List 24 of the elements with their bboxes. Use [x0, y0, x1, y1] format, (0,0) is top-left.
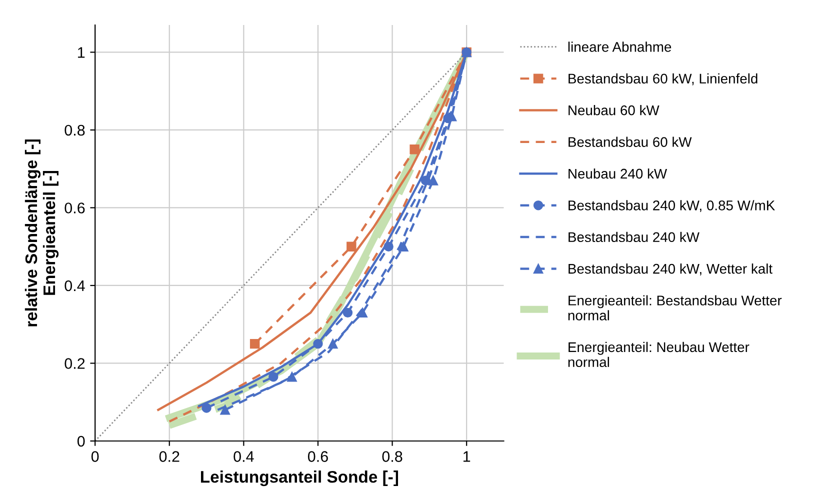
y-axis-title: relative Sondenlänge [-] Energieanteil [-]	[24, 139, 59, 326]
y-tick-label: 0.6	[64, 202, 85, 214]
x-tick-label: 0.8	[382, 451, 402, 462]
legend-label: Bestandsbau 60 kW, Linienfeld	[568, 73, 758, 86]
legend-label: Energieanteil: Bestandsbau Wetter normal	[568, 295, 782, 320]
legend-label: Bestandsbau 60 kW	[568, 136, 692, 147]
y-tick-label: 0	[77, 436, 85, 447]
x-tick-label: 0.6	[308, 451, 328, 462]
legend-label: Bestandsbau 240 kW	[568, 232, 700, 242]
legend-label: Bestandsbau 240 kW, 0.85 W/mK	[568, 200, 775, 212]
legend-label: lineare Abnahme	[568, 42, 672, 52]
y-tick-label: 0.4	[64, 280, 85, 292]
legend-label: Neubau 60 kW	[568, 105, 660, 116]
x-axis-title: Leistungsanteil Sonde [-]	[200, 470, 398, 486]
legend-label: Energieanteil: Neubau Wetter normal	[568, 342, 750, 368]
y-tick-label: 0.8	[64, 124, 85, 136]
x-tick-label: 0.2	[159, 451, 180, 462]
x-tick-label: 0.4	[234, 451, 254, 462]
legend-label: Bestandsbau 240 kW, Wetter kalt	[568, 264, 772, 276]
x-tick-label: 1	[464, 451, 470, 462]
y-tick-label: 0.2	[64, 358, 85, 369]
legend-label: Neubau 240 kW	[568, 168, 668, 179]
y-tick-label: 1	[78, 47, 85, 58]
x-tick-label: 0	[91, 451, 99, 462]
